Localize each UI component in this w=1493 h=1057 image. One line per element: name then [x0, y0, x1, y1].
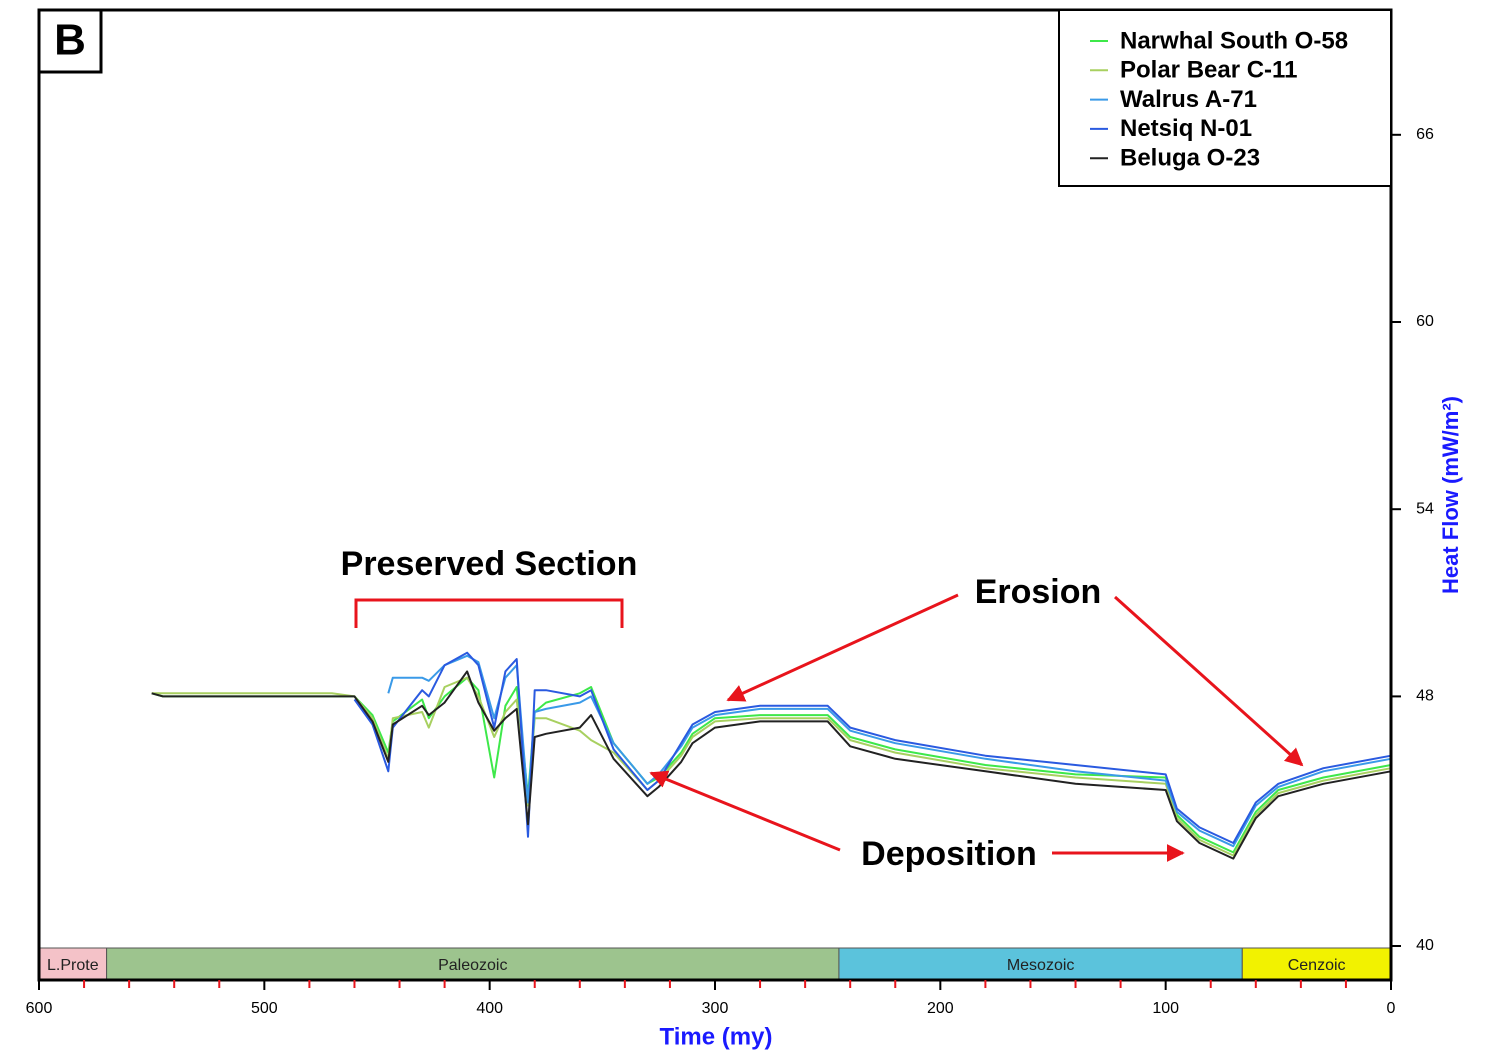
x-tick-label: 500 [251, 1000, 278, 1017]
legend: Narwhal South O-58 Polar Bear C-11Walrus … [1090, 27, 1348, 172]
era-label: Paleozoic [438, 957, 507, 974]
legend-label: Narwhal South O-58 [1120, 27, 1348, 54]
y-tick-label: 48 [1416, 688, 1434, 705]
panel-box [37, 8, 103, 74]
y-tick-label: 40 [1416, 937, 1434, 954]
x-tick-label: 100 [1152, 1000, 1179, 1017]
legend-label: Netsiq N-01 [1120, 115, 1252, 142]
series-line [151, 676, 1392, 854]
era-label: Mesozoic [1007, 957, 1075, 974]
annotation: Erosion [975, 573, 1102, 611]
x-tick-label: 0 [1387, 1000, 1396, 1017]
legend-label: Polar Bear C-11 [1120, 57, 1297, 84]
bracket [354, 598, 624, 628]
arrow [649, 770, 841, 852]
annotation: Deposition [861, 835, 1037, 873]
series-line [151, 676, 1392, 857]
era [838, 947, 1243, 981]
x-tick-label: 400 [476, 1000, 503, 1017]
x-tick-label: 600 [26, 1000, 53, 1017]
series-line [151, 670, 1392, 860]
y-axis-title: Heat Flow (mW/m²) [1438, 396, 1463, 594]
era-label: L.Prote [47, 957, 99, 974]
legend-label: Beluga O-23 [1120, 145, 1260, 172]
y-tick-label: 60 [1416, 313, 1434, 330]
plot-lines [151, 651, 1392, 860]
era-label: Cenzoic [1288, 957, 1346, 974]
arrow [1113, 595, 1304, 767]
era [38, 947, 108, 981]
annotations [354, 593, 1304, 862]
y-tick-label: 54 [1416, 500, 1434, 517]
era-bar: L.Prote Paleozoic Mesozoic Cenzoic [38, 947, 1392, 981]
legend-box [1058, 9, 1392, 187]
x-tick-label: 300 [702, 1000, 729, 1017]
panel-label: B [54, 16, 86, 65]
series-line [353, 651, 1392, 844]
annotation: Preserved Section [341, 545, 638, 583]
arrow [726, 593, 959, 702]
era [106, 947, 840, 981]
x-tick-label: 200 [927, 1000, 954, 1017]
x-axis-title: Time (my) [660, 1023, 773, 1050]
legend-label: Walrus A-71 [1120, 86, 1257, 113]
y-tick-label: 66 [1416, 126, 1434, 143]
